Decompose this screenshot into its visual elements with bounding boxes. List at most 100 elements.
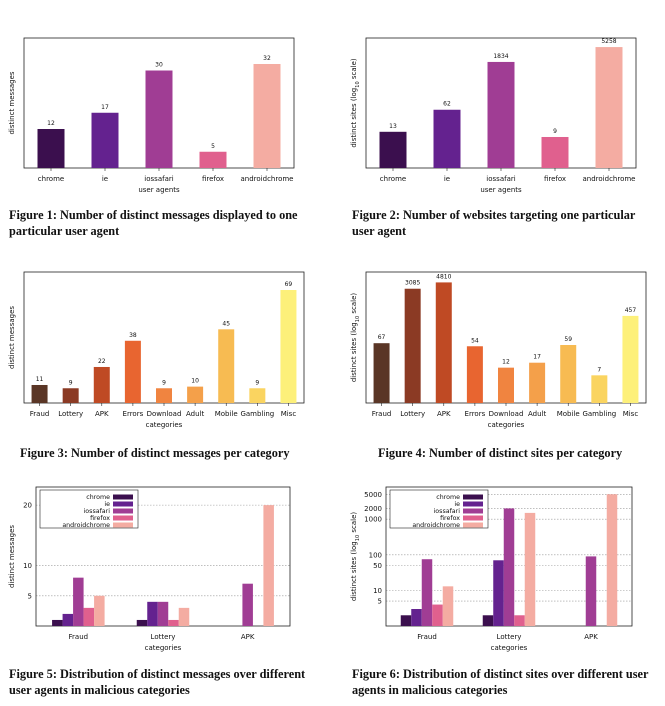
bar-androidchrome xyxy=(94,595,105,626)
bar xyxy=(199,151,227,168)
legend-swatch xyxy=(113,501,133,507)
bar xyxy=(62,388,79,403)
bar-value-label: 9 xyxy=(162,379,166,386)
bar-androidchrome xyxy=(442,586,454,626)
bar-firefox xyxy=(83,607,95,626)
bar-value-label: 4810 xyxy=(436,273,451,280)
bar xyxy=(249,388,266,403)
chart-5-svg: 5 10 20 Fraud Lottery APK categories distinct m… xyxy=(8,486,291,652)
bar-value-label: 9 xyxy=(553,128,557,135)
legend-label: androidchrome xyxy=(62,522,110,529)
bar xyxy=(218,329,235,403)
bar-firefox xyxy=(432,604,443,626)
bar-iossafari xyxy=(242,583,253,626)
x-tick-label: Mobile xyxy=(557,410,580,418)
x-axis-label: categories xyxy=(146,421,183,429)
figure-1: 12 chrome 17 ie 30 iossafari 5 firefox 32 android… xyxy=(4,26,319,196)
figure-3: 11 Fraud 9 Lottery 22 APK 38 Errors 9 Download 10 A… xyxy=(4,262,319,434)
legend-label: ie xyxy=(454,501,460,508)
chart-6-svg: 5 10 50 100 1000 2000 5000 Fraud Lottery APK categ… xyxy=(350,486,633,652)
bar-value-label: 30 xyxy=(155,62,163,69)
bar-value-label: 5258 xyxy=(601,38,616,45)
x-axis-label: categories xyxy=(491,644,528,652)
bar-value-label: 17 xyxy=(533,354,541,361)
bar-chrome xyxy=(52,619,63,626)
y-axis-label: distinct sites (log10 scale) xyxy=(350,58,361,148)
x-tick-label: Misc xyxy=(281,410,297,418)
x-axis-label: categories xyxy=(488,421,525,429)
x-tick-label: firefox xyxy=(544,175,566,183)
y-axis-label: distinct messages xyxy=(8,306,16,369)
x-tick-label: APK xyxy=(437,410,451,418)
x-tick-label: firefox xyxy=(202,175,224,183)
bar xyxy=(187,386,204,403)
bar xyxy=(124,340,141,403)
bar-ie xyxy=(147,601,158,626)
bar xyxy=(91,112,119,168)
x-tick-label: chrome xyxy=(380,175,406,183)
x-axis-label: categories xyxy=(145,644,182,652)
bar-value-label: 17 xyxy=(101,104,109,111)
legend-swatch xyxy=(463,508,483,514)
y-tick-label: 2000 xyxy=(364,505,382,513)
chart-4-svg: 67 Fraud 3085 Lottery 4810 APK 54 Errors 12 Downl… xyxy=(350,271,647,429)
bar-value-label: 7 xyxy=(597,366,601,373)
bar-androidchrome xyxy=(524,512,536,626)
x-tick-label: Fraud xyxy=(69,633,89,641)
bar xyxy=(498,367,514,403)
x-tick-label: Errors xyxy=(123,410,144,418)
bar-value-label: 1834 xyxy=(493,53,508,60)
y-axis-label: distinct messages xyxy=(8,525,16,588)
bar xyxy=(280,290,297,403)
legend-swatch xyxy=(113,515,133,521)
bar xyxy=(529,362,546,403)
figure-4-caption: Figure 4: Number of distinct sites per c… xyxy=(378,446,623,460)
bar-firefox xyxy=(168,619,179,626)
bar-value-label: 69 xyxy=(285,281,293,288)
bar-value-label: 9 xyxy=(255,379,259,386)
x-tick-label: iossafari xyxy=(486,175,515,183)
figure-2: 13 chrome 62 ie 1834 iossafari 9 firefox 5258 and… xyxy=(346,26,661,196)
bar xyxy=(487,61,515,168)
bar xyxy=(145,70,173,168)
bar xyxy=(466,346,483,403)
bar xyxy=(433,109,461,168)
legend-swatch xyxy=(463,522,483,528)
x-tick-label: Download xyxy=(147,410,182,418)
x-axis-label: user agents xyxy=(480,186,522,194)
x-tick-label: androidchrome xyxy=(241,175,294,183)
x-tick-label: Lottery xyxy=(58,410,83,418)
legend-label: firefox xyxy=(440,515,460,522)
y-tick-label: 10 xyxy=(23,562,32,570)
x-tick-label: Fraud xyxy=(30,410,50,418)
x-tick-label: Lottery xyxy=(497,633,522,641)
bar-value-label: 38 xyxy=(129,332,137,339)
y-axis-label: distinct sites (log10 scale) xyxy=(350,512,361,602)
bar xyxy=(591,375,608,403)
x-tick-label: Lottery xyxy=(400,410,425,418)
y-tick-label: 100 xyxy=(369,551,382,559)
bar-value-label: 45 xyxy=(222,320,230,327)
bar-value-label: 67 xyxy=(378,334,386,341)
bar-value-label: 54 xyxy=(471,337,479,344)
legend-label: firefox xyxy=(90,515,110,522)
bar xyxy=(379,131,407,168)
bar-ie xyxy=(411,609,422,626)
y-tick-label: 5000 xyxy=(364,491,382,499)
x-tick-label: APK xyxy=(241,633,255,641)
legend-label: chrome xyxy=(436,494,460,501)
x-tick-label: androidchrome xyxy=(583,175,636,183)
bar-value-label: 62 xyxy=(443,101,451,108)
x-tick-label: Mobile xyxy=(215,410,238,418)
bar-iossafari xyxy=(157,601,169,626)
bar-value-label: 5 xyxy=(211,143,215,150)
y-tick-label: 5 xyxy=(378,598,382,606)
bar-value-label: 32 xyxy=(263,55,271,62)
bar-value-label: 10 xyxy=(191,378,199,385)
x-tick-label: Errors xyxy=(465,410,486,418)
x-tick-label: Lottery xyxy=(151,633,176,641)
y-tick-label: 5 xyxy=(28,592,32,600)
y-axis-label: distinct messages xyxy=(8,71,16,134)
bar xyxy=(156,388,172,403)
bar xyxy=(373,343,390,403)
